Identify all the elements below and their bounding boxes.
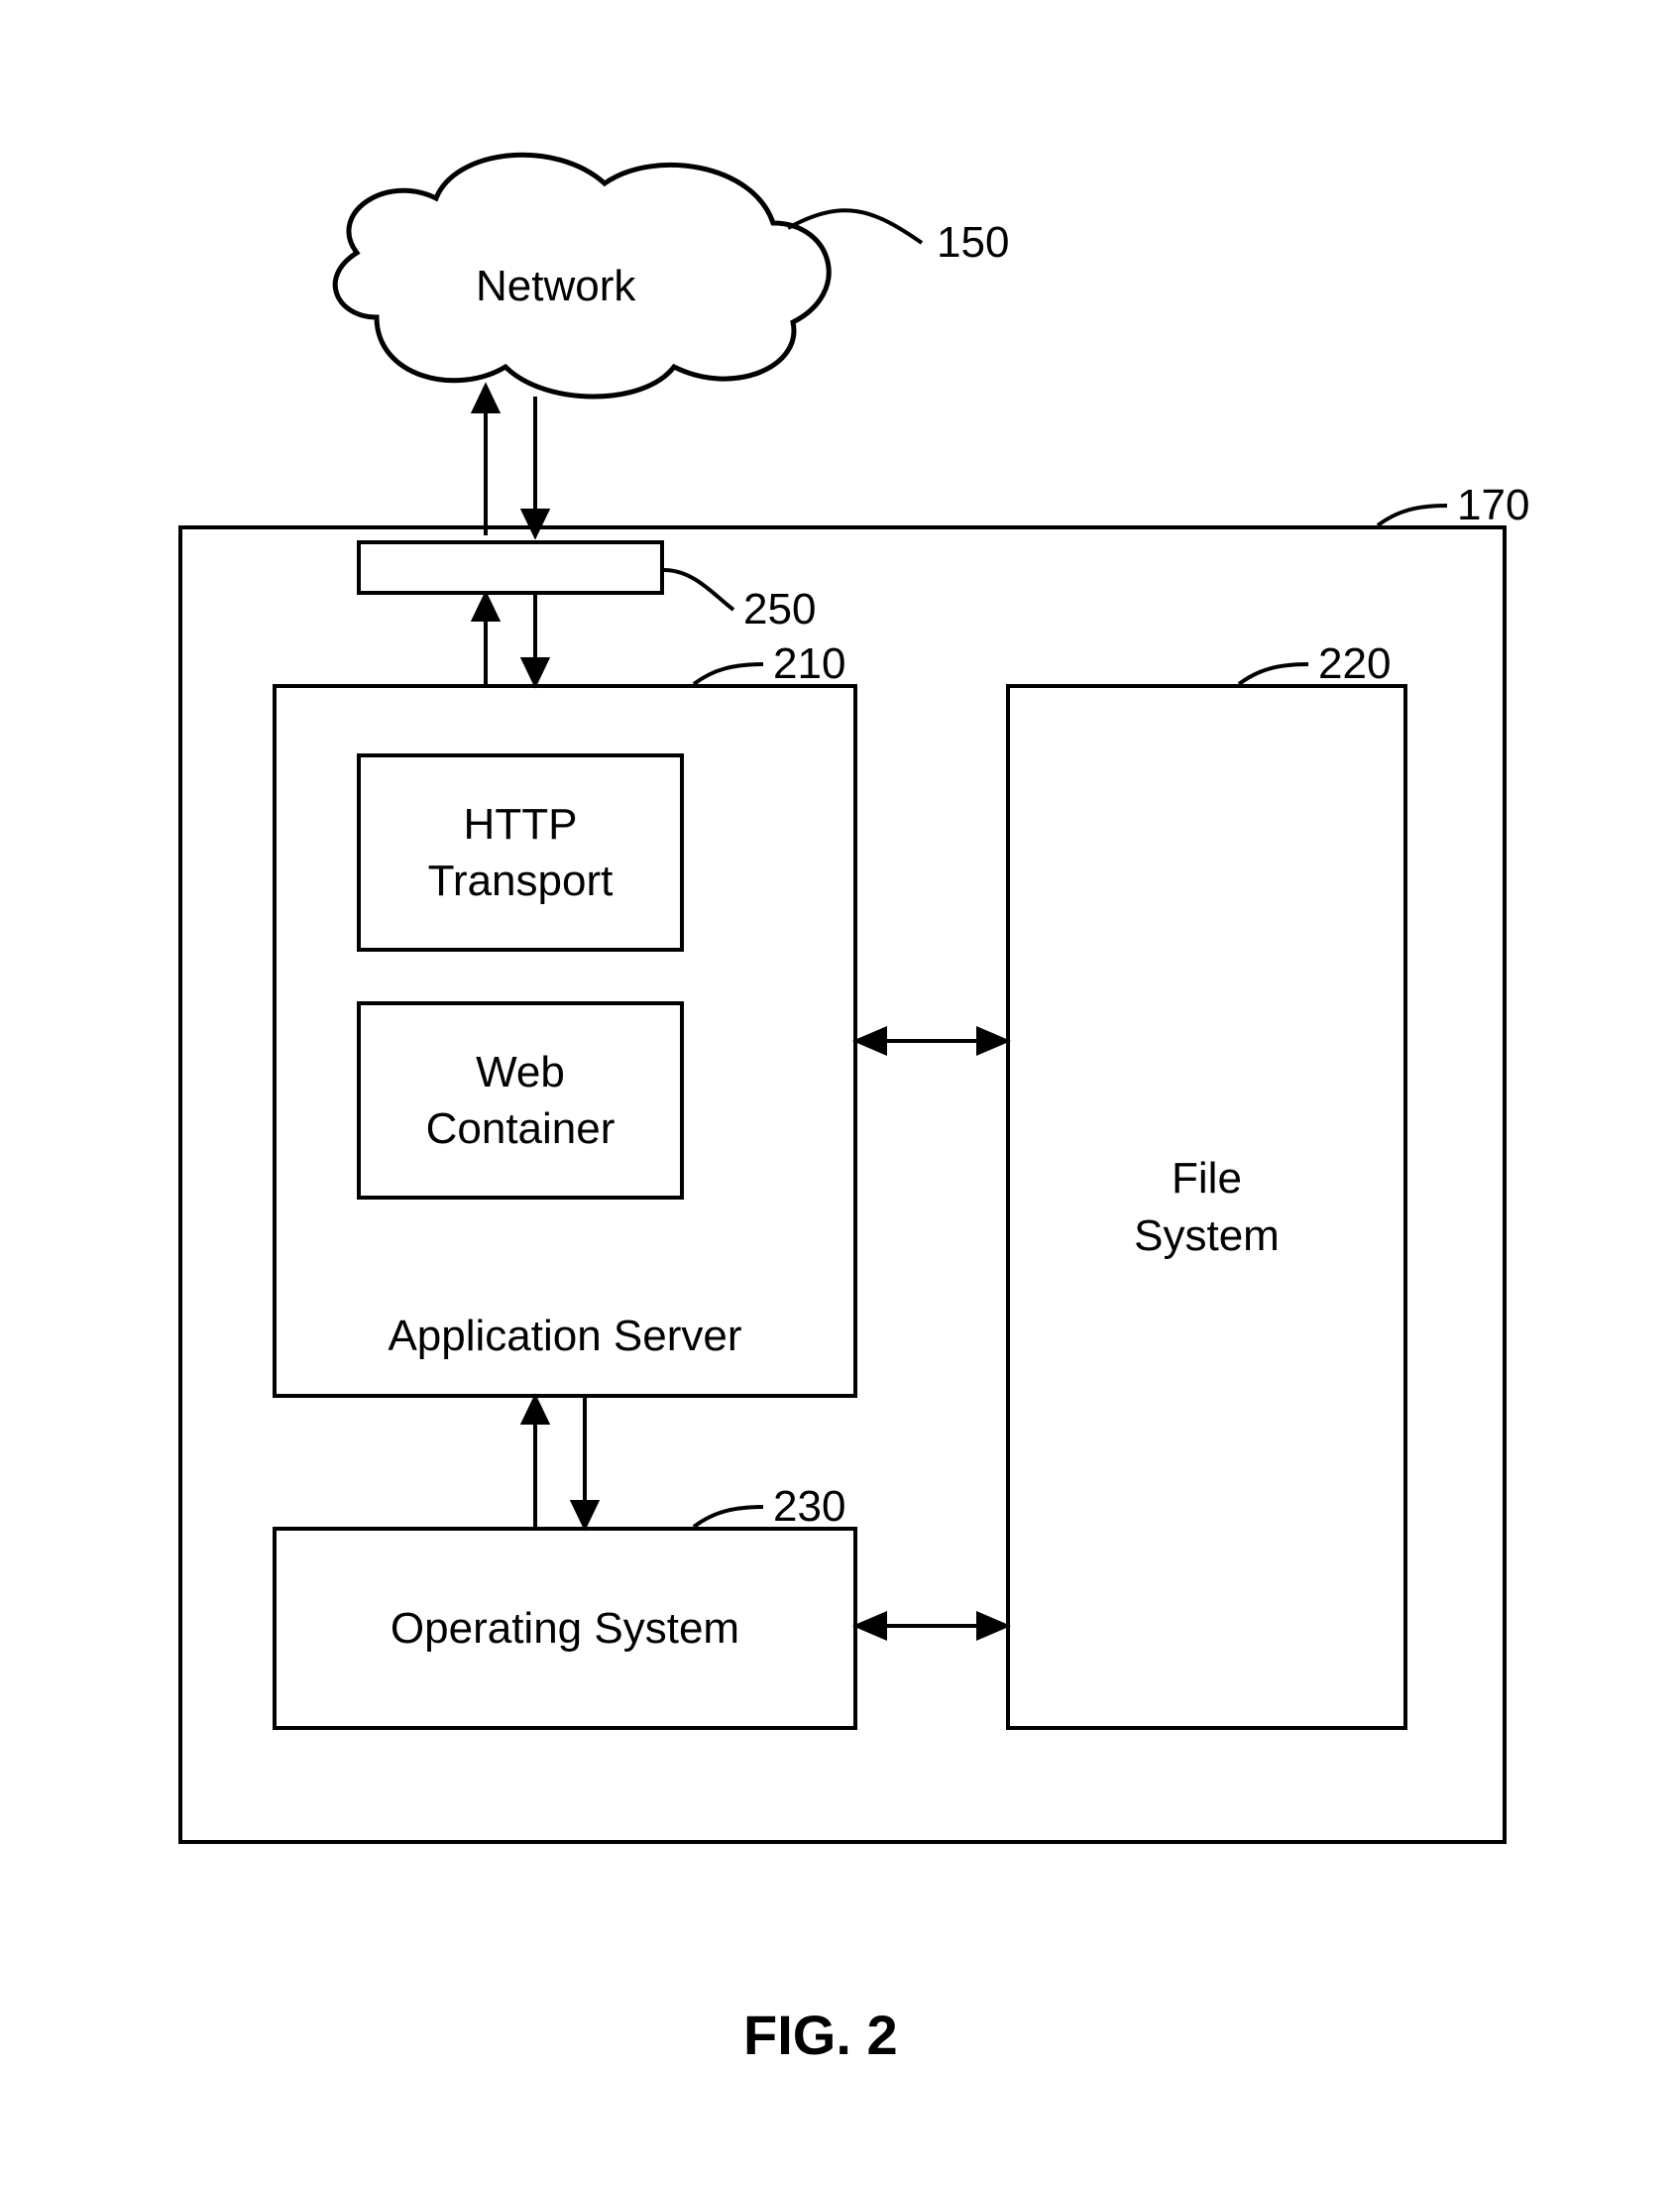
- ref-170: 170: [1457, 481, 1529, 530]
- web-line2: Container: [426, 1104, 616, 1153]
- file-system-box: File System: [1006, 684, 1407, 1730]
- figure-caption: FIG. 2: [743, 2003, 898, 2067]
- ref-150: 150: [937, 218, 1009, 268]
- ref-220: 220: [1318, 639, 1391, 689]
- web-line1: Web: [476, 1048, 565, 1096]
- net-adapter: [357, 540, 664, 595]
- leader-150: [788, 210, 922, 243]
- file-system-label: File System: [1134, 1150, 1280, 1263]
- http-line2: Transport: [428, 857, 614, 905]
- arrow-network-adapter: [474, 387, 547, 535]
- app-server-label: Application Server: [388, 1308, 741, 1364]
- ref-210: 210: [773, 639, 845, 689]
- operating-system-label: Operating System: [391, 1600, 739, 1657]
- http-line1: HTTP: [464, 800, 578, 849]
- ref-250: 250: [743, 585, 816, 634]
- web-container-box: Web Container: [357, 1001, 684, 1200]
- leader-170: [1378, 506, 1447, 525]
- http-transport-label: HTTP Transport: [428, 796, 614, 909]
- network-label: Network: [476, 258, 635, 314]
- diagram-canvas: Network 150 170 250 Application Server 2…: [0, 0, 1680, 2185]
- http-transport-box: HTTP Transport: [357, 753, 684, 952]
- web-container-label: Web Container: [426, 1044, 616, 1157]
- fs-line2: System: [1134, 1211, 1280, 1260]
- operating-system-box: Operating System: [273, 1527, 857, 1730]
- ref-230: 230: [773, 1482, 845, 1532]
- fs-line1: File: [1172, 1154, 1242, 1203]
